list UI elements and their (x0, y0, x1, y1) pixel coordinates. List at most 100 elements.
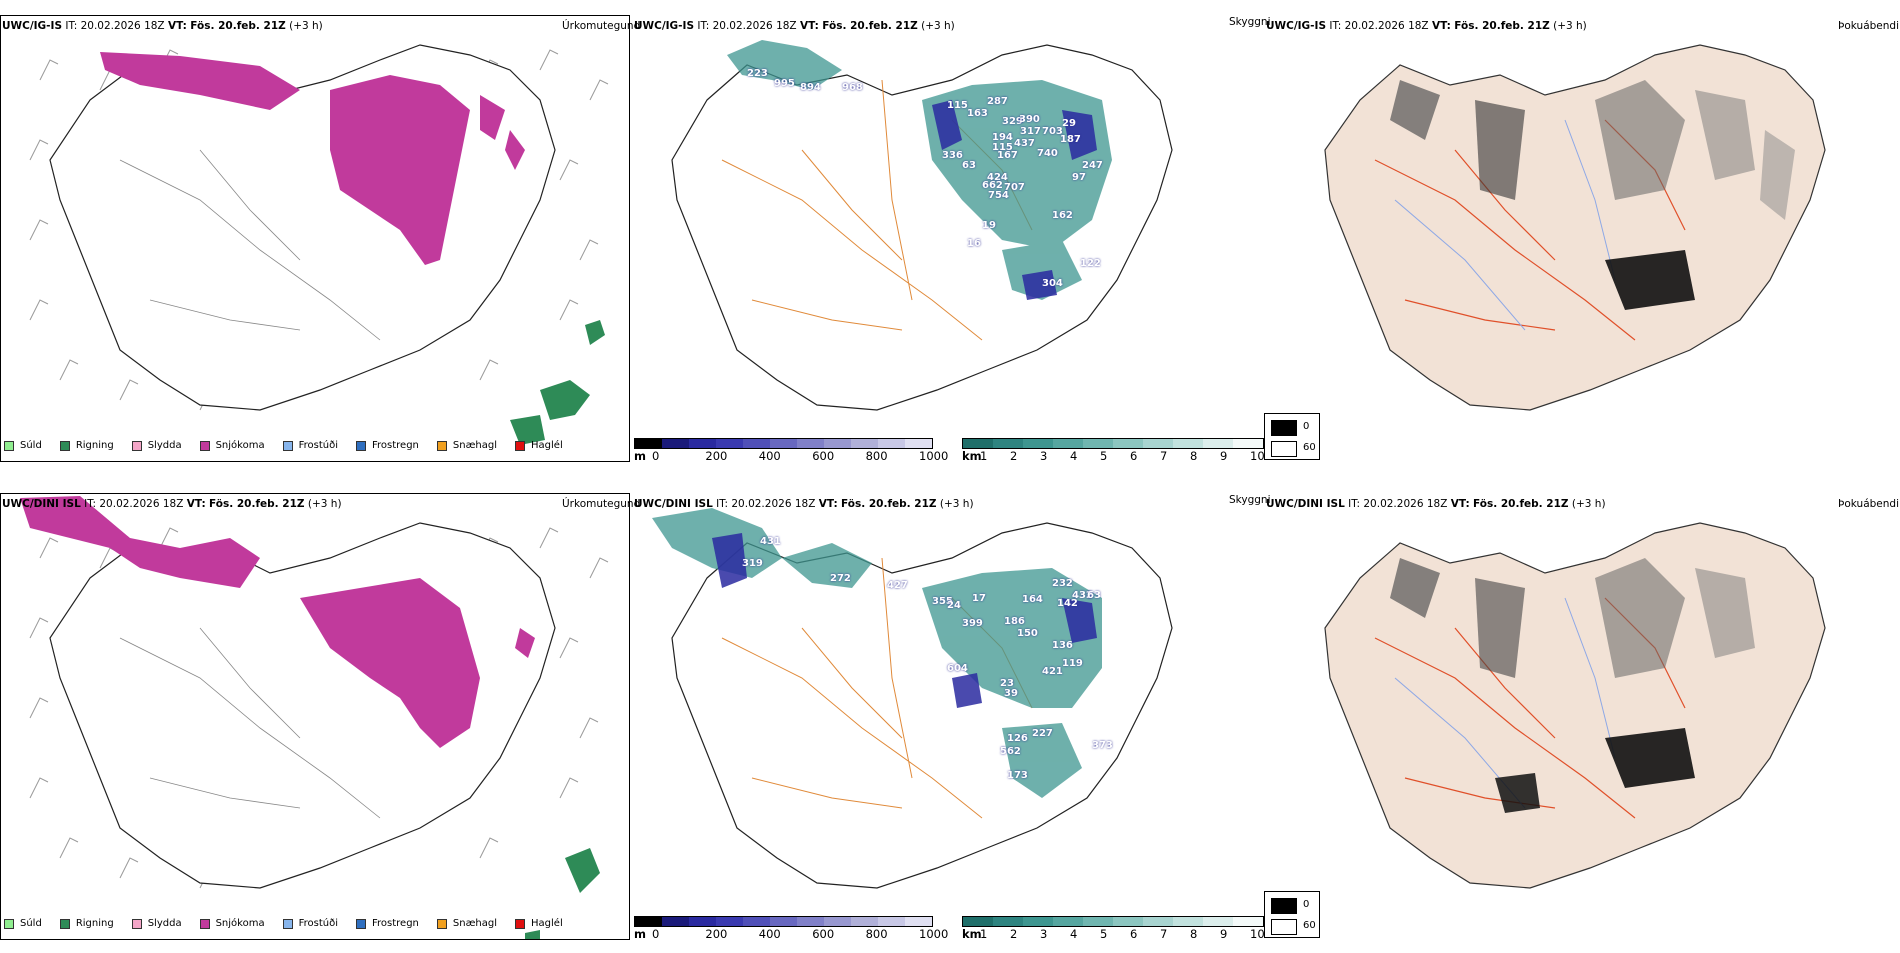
height-number: 329 (1002, 116, 1023, 127)
colorbar-cell (743, 439, 770, 448)
colorbar-tick-label: 9 (1220, 927, 1228, 941)
colorbar-cell (635, 439, 662, 448)
precip-legend-item: Frostregn (356, 440, 419, 451)
height-number: 223 (747, 68, 768, 79)
fog-panel-title: Þokuábendi (1838, 20, 1899, 32)
colorbar-tick-label: 600 (812, 449, 835, 463)
precip-legend: Súld Rigning Slydda Snjókoma Frostúði Frostre… (4, 440, 581, 451)
legend-label: Frostregn (372, 440, 419, 451)
precip-legend-item: Snjókoma (199, 918, 265, 929)
height-number: 390 (1019, 114, 1040, 125)
colorbar-tick-label: 9 (1220, 449, 1228, 463)
precip-map-frame (0, 15, 630, 462)
legend-swatch (131, 918, 142, 929)
colorbar-cell (1233, 439, 1263, 448)
height-number: 186 (1004, 616, 1025, 627)
colorbar-cell (1023, 439, 1053, 448)
row-ig-is: UWC/IG-IS IT: 20.02.2026 18Z VT: Fös. 20… (0, 0, 1900, 475)
height-number: 136 (1052, 640, 1073, 651)
height-number: 164 (1022, 594, 1043, 605)
cloud-base-colorbar: m 0 200 400 600 800 1000 (634, 916, 948, 944)
colorbar-cell (1023, 917, 1053, 926)
height-number: 150 (1017, 628, 1038, 639)
colorbar-tick-label: 10 (1250, 449, 1265, 463)
legend-swatch (131, 440, 142, 451)
colorbar-cell (963, 439, 993, 448)
colorbar-cells (962, 916, 1264, 927)
colorbar-cell (1233, 917, 1263, 926)
fog-legend: 0 60 (1264, 891, 1320, 938)
colorbar-tick-label: 10 (1250, 927, 1265, 941)
height-number: 424 (987, 172, 1008, 183)
legend-swatch (282, 440, 293, 451)
cloud-map (652, 508, 1173, 889)
colorbar-cell (851, 439, 878, 448)
colorbar-cell (797, 439, 824, 448)
legend-label: Snæhagl (452, 918, 498, 929)
colorbar-unit: km (962, 927, 982, 941)
low-cloud-base (932, 100, 1097, 300)
road-network (119, 597, 431, 819)
fog-legend-label: 0 (1303, 899, 1310, 910)
iceland-outline (1324, 44, 1826, 411)
legend-label: Slydda (147, 918, 182, 929)
legend-label: Snjókoma (215, 440, 265, 451)
colorbar-tick-label: 200 (705, 449, 728, 463)
height-number: 227 (1032, 728, 1053, 739)
height-number: 19 (982, 220, 996, 231)
height-number: 126 (1007, 733, 1028, 744)
precip-legend-item: Haglél (515, 440, 563, 451)
height-number: 427 (887, 580, 908, 591)
legend-swatch (515, 440, 526, 451)
colorbar-tick-label: 2 (1010, 449, 1018, 463)
colorbar-cell (905, 917, 932, 926)
legend-swatch (4, 918, 14, 929)
colorbar-cells (962, 438, 1264, 449)
legend-swatch (282, 918, 293, 929)
colorbar-cell (635, 917, 662, 926)
cloud-header: UWC/DINI ISL IT: 20.02.2026 18Z VT: Fös.… (634, 498, 974, 510)
height-number: 562 (1000, 746, 1021, 757)
colorbar-cell (689, 917, 716, 926)
iceland-outline (49, 522, 556, 889)
colorbar-cell (1143, 917, 1173, 926)
height-number: 24 (947, 600, 961, 611)
colorbar-tick-label: 4 (1070, 927, 1078, 941)
height-number: 163 (967, 108, 988, 119)
colorbar-cell (716, 439, 743, 448)
colorbar-tick-label: 1000 (919, 927, 949, 941)
legend-label: Frostúði (298, 918, 338, 929)
colorbar-unit: m (634, 927, 646, 941)
fog-panel: UWC/IG-IS IT: 20.02.2026 18Z VT: Fös. 20… (1265, 0, 1900, 470)
colorbar-tick-label: 0 (652, 927, 660, 941)
colorbar-tick-label: 800 (865, 927, 888, 941)
colorbar-cell (878, 917, 905, 926)
height-number: 431 (760, 536, 781, 547)
fog-legend-swatch (1271, 898, 1297, 914)
colorbar-tick-label: 0 (652, 449, 660, 463)
precip-legend-item: Rigning (59, 440, 114, 451)
colorbar-cell (1113, 439, 1143, 448)
height-number: 703 (1042, 126, 1063, 137)
legend-label: Haglél (531, 440, 563, 451)
legend-label: Súld (20, 440, 42, 451)
precip-legend-item: Frostregn (356, 918, 419, 929)
precip-legend-item: Haglél (515, 918, 563, 929)
colorbar-tick-label: 400 (758, 449, 781, 463)
fog-shading (1390, 80, 1795, 310)
fog-legend: 0 60 (1264, 413, 1320, 460)
snow-area (100, 52, 525, 265)
colorbar-tick-label: 3 (1040, 449, 1048, 463)
cloud-panel-title: Skyggni (1229, 16, 1271, 28)
height-number: 39 (1004, 688, 1018, 699)
colorbar-tick-label: 6 (1130, 927, 1138, 941)
colorbar-cell (1083, 439, 1113, 448)
colorbar-cell (1203, 439, 1233, 448)
colorbar-unit: km (962, 449, 982, 463)
height-number: 167 (997, 150, 1018, 161)
colorbar-cell (770, 917, 797, 926)
road-network (119, 119, 431, 341)
fog-legend-label: 0 (1303, 421, 1310, 432)
visibility-colorbar: km 1 2 3 4 5 6 7 8 9 10 (962, 438, 1265, 466)
height-number: 29 (1062, 118, 1076, 129)
